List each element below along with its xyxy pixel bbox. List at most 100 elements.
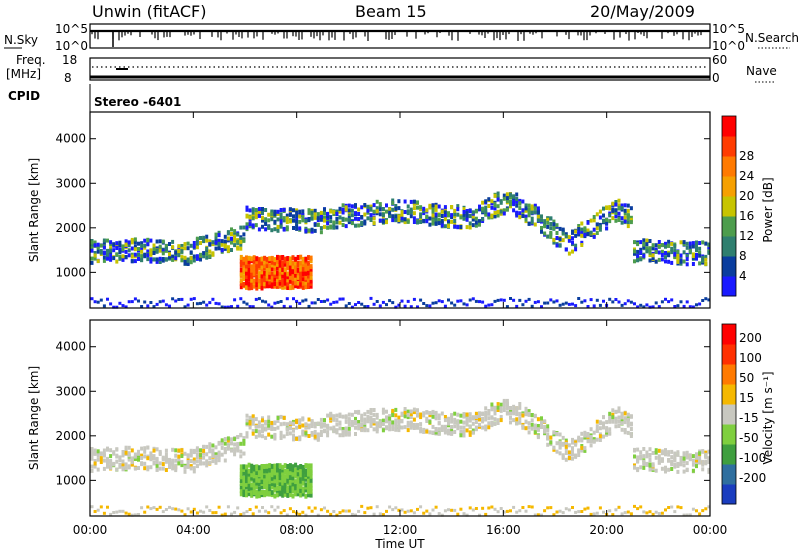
velocity-ground-echo [394, 506, 398, 510]
power-echo [344, 224, 348, 229]
power-echo [304, 228, 308, 233]
velocity-echo [323, 428, 326, 433]
power-echo [273, 283, 277, 289]
velocity-echo [419, 412, 423, 417]
velocity-echo [462, 420, 466, 425]
power-echo [186, 241, 190, 246]
velocity-echo [211, 448, 215, 453]
power-colorbar-tick: 4 [739, 269, 747, 283]
velocity-echo [255, 484, 259, 490]
power-echo [247, 273, 251, 279]
power-echo [245, 280, 248, 286]
velocity-echo [211, 450, 215, 455]
velocity-echo [381, 418, 385, 423]
velocity-echo [654, 448, 658, 453]
velocity-echo [301, 432, 305, 437]
velocity-echo [363, 412, 367, 417]
power-echo [310, 227, 314, 232]
power-echo [431, 218, 435, 223]
velocity-echo [518, 405, 522, 410]
velocity-echo [629, 434, 633, 438]
velocity-echo [595, 424, 599, 429]
power-echo [245, 270, 248, 276]
velocity-colorbar-frame [721, 323, 737, 505]
power-echo [270, 212, 274, 217]
power-echo [115, 241, 119, 246]
velocity-echo [453, 424, 457, 429]
power-echo [195, 254, 199, 259]
power-echo [391, 218, 395, 223]
power-echo [369, 207, 373, 212]
velocity-echo [453, 420, 457, 424]
power-echo [276, 277, 279, 282]
velocity-echo [133, 466, 137, 471]
velocity-ground-echo [468, 506, 472, 510]
power-echo [214, 232, 218, 237]
velocity-echo [261, 429, 264, 434]
velocity-echo [685, 467, 689, 472]
power-ground-echo [462, 302, 466, 306]
velocity-echo [450, 416, 454, 420]
velocity-echo [161, 457, 165, 462]
velocity-echo [239, 454, 243, 459]
power-echo [124, 255, 128, 259]
velocity-echo [261, 423, 264, 428]
velocity-echo [629, 422, 633, 427]
velocity-echo [288, 475, 292, 480]
power-echo [251, 207, 255, 212]
velocity-echo [462, 425, 466, 430]
velocity-echo [580, 445, 584, 450]
velocity-echo [251, 421, 255, 426]
velocity-echo [255, 490, 259, 495]
velocity-echo [592, 439, 596, 444]
power-echo [133, 240, 137, 245]
power-echo [347, 220, 351, 225]
velocity-echo [137, 457, 140, 462]
power-colorbar-segment [722, 116, 736, 137]
velocity-echo [291, 467, 295, 473]
velocity-echo [158, 449, 162, 454]
velocity-ground-echo [577, 510, 581, 514]
power-ground-echo [285, 297, 289, 301]
velocity-echo [298, 437, 302, 442]
velocity-echo [406, 420, 410, 425]
velocity-echo [230, 448, 233, 453]
power-echo [199, 252, 202, 257]
power-echo [636, 249, 640, 254]
power-echo [527, 209, 531, 214]
velocity-ground-echo [385, 509, 388, 513]
power-echo [239, 242, 243, 247]
power-echo [332, 223, 336, 228]
velocity-echo [639, 450, 643, 455]
power-echo [388, 210, 392, 215]
velocity-echo [645, 461, 649, 466]
velocity-echo [447, 421, 450, 426]
power-ground-echo [304, 298, 308, 302]
power-colorbar-segment [722, 196, 736, 217]
power-echo [276, 217, 280, 222]
power-echo [278, 283, 282, 289]
power-ground-echo [509, 297, 512, 300]
velocity-ground-echo [679, 506, 683, 510]
power-echo [264, 227, 268, 232]
velocity-echo [239, 478, 243, 483]
power-echo [642, 242, 646, 247]
velocity-echo [580, 438, 584, 443]
velocity-echo [598, 438, 602, 442]
power-ground-echo [106, 297, 109, 301]
power-echo [512, 202, 516, 207]
velocity-echo [283, 488, 287, 494]
power-echo [434, 221, 438, 226]
power-echo [278, 262, 282, 268]
power-echo [146, 249, 150, 254]
power-echo [335, 216, 339, 221]
freq-tick-top: 18 [62, 53, 77, 67]
velocity-echo [291, 493, 295, 499]
velocity-ground-echo [195, 511, 199, 515]
power-echo [518, 206, 522, 211]
power-echo [90, 248, 94, 253]
velocity-echo [499, 406, 503, 411]
velocity-echo [155, 447, 159, 452]
velocity-ground-echo [478, 513, 481, 517]
